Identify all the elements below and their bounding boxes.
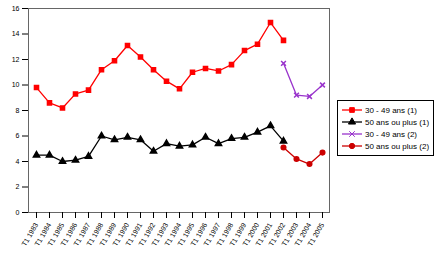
svg-text:T1 2004: T1 2004	[293, 221, 313, 248]
svg-text:T1 1988: T1 1988	[85, 221, 105, 248]
svg-text:2: 2	[16, 183, 20, 190]
svg-text:0: 0	[16, 209, 20, 216]
svg-text:T1 1992: T1 1992	[137, 221, 157, 248]
svg-text:8: 8	[16, 107, 20, 114]
html-text:50 ans ou plus (1): 50 ans ou plus (1)	[365, 117, 429, 127]
svg-text:T1 2000: T1 2000	[241, 221, 261, 248]
svg-text:T1 2005: T1 2005	[306, 222, 325, 248]
html-text:30 - 49 ans (2): 30 - 49 ans (2)	[365, 129, 417, 139]
html-text:30 - 49 ans (1): 30 - 49 ans (1)	[365, 105, 417, 115]
svg-text:T1 1994: T1 1994	[163, 221, 183, 248]
svg-text:6: 6	[16, 132, 20, 139]
svg-text:T1 1991: T1 1991	[124, 221, 144, 248]
svg-text:T1 1998: T1 1998	[215, 221, 235, 248]
svg-text:12: 12	[12, 56, 20, 63]
svg-text:T1 1990: T1 1990	[111, 221, 131, 248]
svg-text:T1 1995: T1 1995	[176, 221, 196, 248]
svg-text:T1 1984: T1 1984	[33, 221, 53, 248]
svg-text:14: 14	[12, 30, 20, 37]
svg-text:T1 1986: T1 1986	[59, 221, 79, 248]
svg-text:T1 2002: T1 2002	[267, 221, 287, 248]
svg-text:T1 1993: T1 1993	[150, 221, 170, 248]
svg-text:T1 1985: T1 1985	[46, 221, 66, 248]
svg-text:16: 16	[12, 5, 20, 12]
svg-text:T1 1989: T1 1989	[98, 221, 118, 248]
svg-text:T1 1983: T1 1983	[20, 221, 40, 248]
svg-text:T1 1999: T1 1999	[228, 221, 248, 248]
svg-text:T1 1996: T1 1996	[189, 221, 209, 248]
svg-text:T1 1987: T1 1987	[72, 221, 92, 248]
html-text:50 ans ou plus (2): 50 ans ou plus (2)	[365, 141, 429, 151]
svg-text:T1 2003: T1 2003	[280, 221, 300, 248]
svg-text:T1 2001: T1 2001	[254, 221, 274, 248]
svg-text:4: 4	[16, 158, 20, 165]
svg-text:T1 1997: T1 1997	[202, 221, 222, 248]
svg-text:10: 10	[12, 81, 20, 88]
